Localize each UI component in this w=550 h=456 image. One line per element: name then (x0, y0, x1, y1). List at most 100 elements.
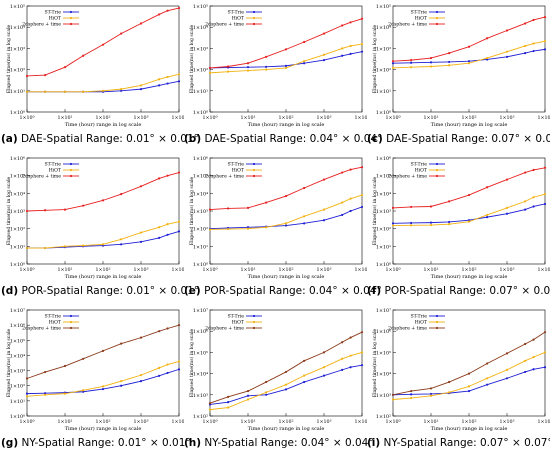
legend-label-0: ST-Trie (45, 162, 62, 168)
legend-marker-1 (435, 168, 439, 172)
series-point-0 (139, 88, 143, 91)
chart-caption-c: (c) DAE-Spatial Range: 0.07° × 0.07° (367, 133, 550, 145)
series-point-2 (158, 330, 161, 333)
series-point-2 (349, 336, 352, 339)
series-point-2 (44, 209, 47, 212)
y-axis-label: Elapsed time(ms) in log scale (371, 328, 378, 397)
series-point-1 (360, 351, 364, 354)
x-tick-label: 1×10⁴ (354, 267, 367, 273)
chart-svg-b: 1×10⁰ 1×10¹ 1×10² 1×10³ 1×10⁴ 1×10⁵ 1×10⁰ 1×10¹… (188, 4, 367, 128)
legend-label-1: HiOT (49, 16, 62, 22)
legend-marker-1 (435, 16, 439, 20)
x-tick-label: 1×10⁴ (354, 419, 367, 425)
y-tick-label: 1×10² (193, 227, 208, 233)
series-point-2 (120, 342, 123, 345)
series-point-1 (284, 222, 288, 225)
series-point-1 (25, 90, 29, 93)
x-tick-label: 1×10⁴ (354, 115, 367, 121)
x-tick-label: 1×10³ (133, 419, 148, 425)
series-point-0 (448, 220, 451, 224)
x-tick-label: 1×10⁴ (171, 419, 184, 425)
series-point-0 (410, 221, 413, 225)
series-point-2 (429, 205, 433, 208)
series-line-1 (26, 361, 180, 397)
series-line-1 (27, 73, 180, 93)
caption-text: POR-Spatial Range: 0.01° × 0.01° (21, 285, 200, 297)
y-tick-label: 1×10² (10, 68, 25, 74)
series-line-1 (27, 221, 180, 249)
y-tick-label: 1×10⁰ (10, 262, 25, 268)
series-point-2 (467, 193, 471, 197)
series-point-2 (303, 359, 306, 362)
x-tick-label: 1×10³ (316, 267, 331, 273)
y-tick-label: 1×10³ (376, 393, 391, 399)
series-point-1 (486, 213, 489, 217)
series-point-2 (63, 364, 67, 368)
series-point-2 (208, 402, 212, 405)
x-tick-label: 1×10⁰ (19, 115, 34, 121)
series-point-1 (120, 380, 123, 383)
chart-panel-b: 1×10⁰ 1×10¹ 1×10² 1×10³ 1×10⁴ 1×10⁵ 1×10⁰ 1×10¹… (184, 0, 382, 152)
series-point-2 (208, 208, 212, 211)
x-axis-label: Time (hour) range in log scale (431, 121, 508, 128)
series-point-2 (177, 6, 181, 10)
series-point-1 (246, 69, 250, 72)
x-tick-label: 1×10¹ (240, 419, 255, 425)
series-point-0 (284, 388, 288, 391)
series-point-0 (360, 364, 364, 367)
series-point-0 (246, 394, 250, 397)
x-tick-label: 1×10⁴ (537, 267, 550, 273)
y-tick-label: 1×10⁶ (376, 156, 391, 162)
chart-caption-g: (g) NY-Spatial Range: 0.01° × 0.01° (1, 437, 191, 449)
y-tick-label: 1×10⁵ (376, 174, 391, 180)
caption-tag: (e) (184, 285, 201, 297)
y-tick-label: 1×10³ (10, 369, 25, 375)
series-point-2 (448, 200, 451, 203)
series-point-0 (448, 60, 451, 64)
series-point-0 (429, 221, 433, 224)
legend-marker-1 (252, 168, 256, 172)
series-point-0 (391, 222, 395, 225)
series-point-0 (322, 59, 326, 62)
y-tick-label: 1×10² (193, 68, 208, 74)
series-point-2 (227, 65, 230, 68)
y-axis-label: Elapsed time(ms) in log scale (371, 24, 378, 93)
series-point-0 (303, 222, 306, 225)
series-point-2 (246, 389, 250, 393)
series-point-2 (158, 13, 161, 16)
series-point-2 (410, 389, 413, 393)
series-point-2 (532, 168, 535, 172)
series-point-2 (303, 186, 306, 190)
series-point-0 (120, 89, 123, 92)
series-point-1 (166, 223, 169, 226)
chart-svg-d: 1×10⁰ 1×10¹ 1×10² 1×10³ 1×10⁴ 1×10⁵ 1×10⁶ 1×10⁰… (5, 156, 184, 280)
series-point-1 (101, 385, 105, 388)
series-point-1 (227, 406, 230, 409)
series-point-0 (322, 374, 326, 377)
caption-text: NY-Spatial Range: 0.07° × 0.07° (383, 437, 550, 449)
series-point-2 (524, 171, 527, 174)
chart-caption-h: (h) NY-Spatial Range: 0.04° × 0.04° (184, 437, 374, 449)
y-tick-label: 1×10⁴ (193, 372, 208, 378)
legend-marker-0 (252, 10, 256, 14)
series-point-1 (139, 374, 143, 377)
caption-text: DAE-Spatial Range: 0.07° × 0.07° (386, 133, 550, 145)
legend-label-0: ST-Trie (228, 10, 245, 16)
series-point-0 (101, 387, 105, 391)
x-tick-label: 1×10⁰ (202, 267, 217, 273)
series-point-2 (265, 55, 268, 58)
series-point-1 (410, 396, 413, 400)
caption-text: DAE-Spatial Range: 0.04° × 0.04° (204, 133, 383, 145)
y-tick-label: 1×10⁴ (10, 191, 25, 197)
series-point-1 (349, 44, 352, 48)
series-point-1 (246, 398, 250, 401)
series-point-1 (391, 224, 395, 227)
series-point-1 (82, 90, 85, 93)
series-point-1 (391, 66, 395, 70)
series-point-2 (265, 380, 268, 384)
series-point-0 (349, 52, 352, 56)
series-point-1 (166, 75, 169, 79)
series-point-2 (246, 62, 250, 65)
y-tick-label: 1×10⁵ (10, 338, 25, 344)
chart-panel-a: 1×10⁰ 1×10¹ 1×10² 1×10³ 1×10⁴ 1×10⁵ 1×10⁰ 1×10¹… (1, 0, 199, 152)
